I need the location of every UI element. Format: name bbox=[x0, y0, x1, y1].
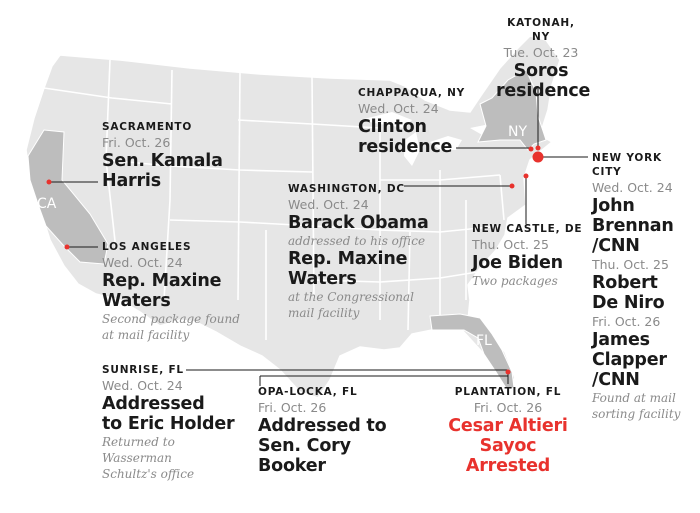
nyc-label: NEW YORK CITY Wed. Oct. 24 John Brennan … bbox=[592, 151, 680, 422]
nyc-headline-3: /CNN bbox=[592, 236, 640, 256]
florida-shape bbox=[429, 313, 515, 389]
sunrise-headline-2: to Eric Holder bbox=[102, 414, 235, 434]
nyc-headline-8: /CNN bbox=[592, 370, 640, 390]
nyc-location-2: CITY bbox=[592, 166, 622, 178]
sunrise-label: SUNRISE, FL Wed. Oct. 24 Addressed to Er… bbox=[102, 363, 235, 482]
opa-locka-label: OPA-LOCKA, FL Fri. Oct. 26 Addressed to … bbox=[258, 385, 387, 476]
chappaqua-headline-1: Clinton bbox=[358, 117, 427, 137]
sacramento-label: SACRAMENTO Fri. Oct. 26 Sen. Kamala Harr… bbox=[102, 120, 223, 191]
chappaqua-marker bbox=[528, 146, 534, 152]
sunrise-location: SUNRISE, FL bbox=[102, 364, 184, 376]
ca-state-label: CA bbox=[37, 196, 57, 212]
nyc-headline-6: James bbox=[592, 330, 650, 350]
nyc-date-1: Wed. Oct. 24 bbox=[592, 180, 673, 195]
sacramento-headline-2: Harris bbox=[102, 171, 161, 191]
washington-location: WASHINGTON, DC bbox=[288, 183, 405, 195]
plantation-headline-2: Sayoc bbox=[479, 436, 537, 456]
katonah-location: KATONAH, NY bbox=[507, 17, 575, 43]
plantation-date: Fri. Oct. 26 bbox=[473, 400, 543, 415]
chappaqua-headline-2: residence bbox=[358, 137, 453, 157]
new-castle-note-1: Two packages bbox=[472, 274, 558, 288]
los-angeles-location: LOS ANGELES bbox=[102, 241, 192, 253]
plantation-location: PLANTATION, FL bbox=[454, 386, 562, 398]
washington-date: Wed. Oct. 24 bbox=[288, 197, 369, 212]
sacramento-marker bbox=[46, 179, 52, 185]
katonah-label: KATONAH, NY Tue. Oct. 23 Soros residence bbox=[496, 16, 591, 101]
new-castle-label: NEW CASTLE, DE Thu. Oct. 25 Joe Biden Tw… bbox=[472, 222, 582, 289]
sacramento-date: Fri. Oct. 26 bbox=[102, 135, 171, 150]
location-markers bbox=[46, 145, 544, 375]
katonah-date: Tue. Oct. 23 bbox=[503, 45, 579, 60]
opa-locka-headline-2: Sen. Cory bbox=[258, 436, 351, 456]
opa-locka-headline-1: Addressed to bbox=[258, 416, 387, 436]
sunrise-note-3: Schultz's office bbox=[102, 467, 195, 481]
nyc-headline-5: De Niro bbox=[592, 293, 665, 313]
nyc-location-1: NEW YORK bbox=[592, 152, 662, 164]
nyc-headline-7: Clapper bbox=[592, 350, 667, 370]
nyc-note-2: sorting facility bbox=[592, 407, 681, 421]
sunrise-date: Wed. Oct. 24 bbox=[102, 378, 183, 393]
washington-note-3: mail facility bbox=[288, 306, 360, 320]
sacramento-location: SACRAMENTO bbox=[102, 121, 193, 133]
nyc-headline-1: John bbox=[592, 196, 635, 216]
washington-label: WASHINGTON, DC Wed. Oct. 24 Barack Obama… bbox=[288, 182, 429, 321]
fl-state-label: FL bbox=[476, 333, 492, 349]
new-castle-headline-1: Joe Biden bbox=[472, 253, 563, 273]
new-castle-location: NEW CASTLE, DE bbox=[472, 223, 583, 235]
nyc-headline-2: Brennan bbox=[592, 216, 674, 236]
washington-note-1: addressed to his office bbox=[288, 234, 426, 248]
plantation-headline-1: Cesar Altieri bbox=[448, 416, 568, 436]
washington-headline-2: Rep. Maxine bbox=[288, 249, 408, 269]
katonah-headline-2: residence bbox=[496, 81, 591, 101]
los-angeles-marker bbox=[64, 244, 70, 250]
katonah-headline-1: Soros bbox=[513, 61, 569, 81]
opa-locka-date: Fri. Oct. 26 bbox=[258, 400, 327, 415]
chappaqua-location: CHAPPAQUA, NY bbox=[358, 87, 466, 99]
opa-locka-headline-3: Booker bbox=[258, 456, 326, 476]
los-angeles-date: Wed. Oct. 24 bbox=[102, 255, 183, 270]
new-castle-marker bbox=[523, 173, 529, 179]
sunrise-headline-1: Addressed bbox=[102, 394, 205, 414]
los-angeles-note-1: Second package found bbox=[102, 312, 240, 326]
plantation-label: PLANTATION, FL Fri. Oct. 26 Cesar Altier… bbox=[446, 385, 570, 476]
washington-headline-1: Barack Obama bbox=[288, 213, 429, 233]
new-york-shape bbox=[477, 69, 547, 151]
sunrise-note-2: Wasserman bbox=[102, 451, 172, 465]
nyc-headline-4: Robert bbox=[592, 273, 658, 293]
great-lakes bbox=[360, 112, 498, 166]
leader-lines bbox=[50, 86, 588, 386]
washington-headline-3: Waters bbox=[288, 269, 357, 289]
los-angeles-headline-1: Rep. Maxine bbox=[102, 271, 222, 291]
nyc-date-3: Fri. Oct. 26 bbox=[592, 314, 661, 329]
los-angeles-label: LOS ANGELES Wed. Oct. 24 Rep. Maxine Wat… bbox=[102, 240, 240, 343]
nyc-date-2: Thu. Oct. 25 bbox=[592, 257, 669, 272]
nyc-note-1: Found at mail bbox=[592, 391, 676, 405]
ny-state-label: NY bbox=[508, 124, 528, 140]
washington-note-2: at the Congressional bbox=[288, 290, 415, 304]
plantation-headline-3: Arrested bbox=[465, 456, 551, 476]
new-castle-date: Thu. Oct. 25 bbox=[472, 237, 549, 252]
los-angeles-headline-2: Waters bbox=[102, 291, 171, 311]
los-angeles-note-2: at mail facility bbox=[102, 328, 190, 342]
florida-marker bbox=[505, 369, 511, 375]
chappaqua-date: Wed. Oct. 24 bbox=[358, 101, 439, 116]
katonah-marker bbox=[535, 145, 541, 151]
sacramento-headline-1: Sen. Kamala bbox=[102, 151, 223, 171]
state-borders bbox=[43, 59, 505, 340]
california-shape bbox=[27, 129, 109, 265]
opa-locka-location: OPA-LOCKA, FL bbox=[258, 386, 358, 398]
washington-marker bbox=[509, 183, 515, 189]
sunrise-note-1: Returned to bbox=[102, 435, 175, 449]
chappaqua-label: CHAPPAQUA, NY Wed. Oct. 24 Clinton resid… bbox=[358, 86, 465, 157]
nyc-marker bbox=[532, 151, 544, 163]
